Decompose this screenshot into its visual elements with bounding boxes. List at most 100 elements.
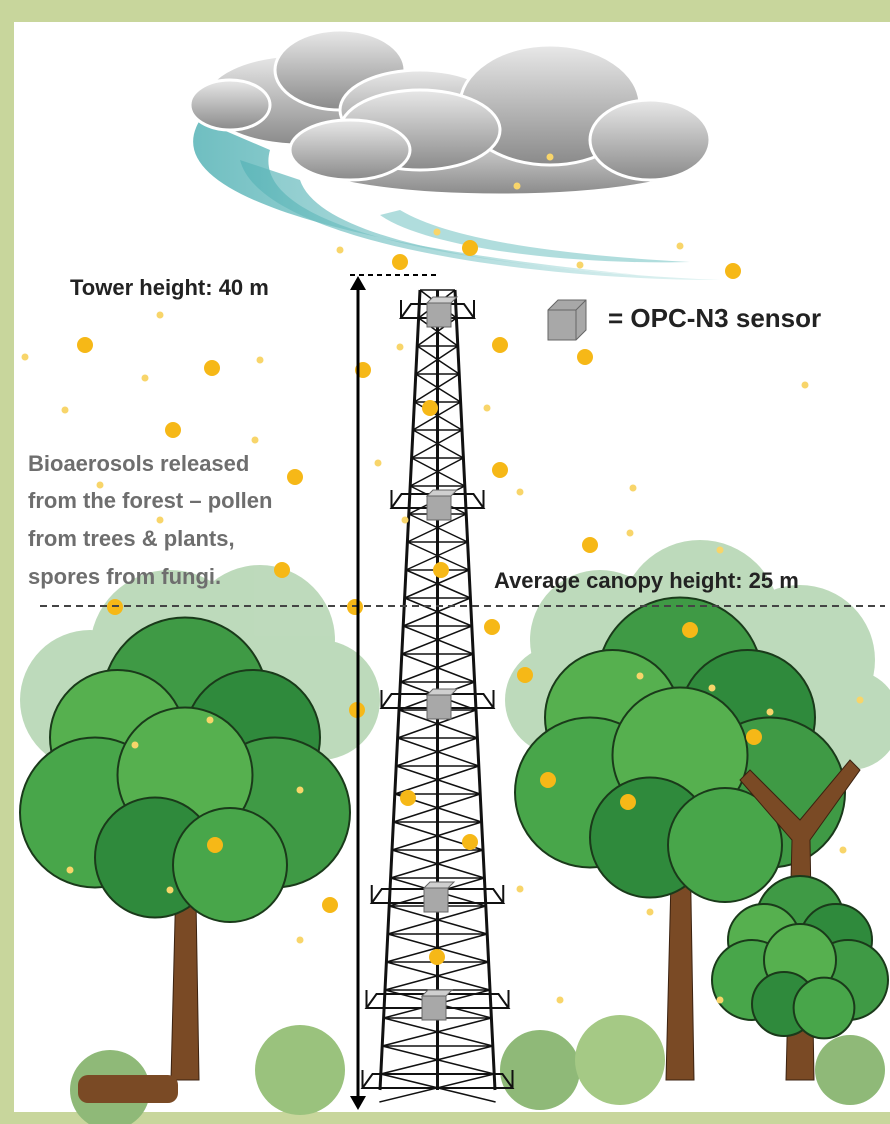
pollen xyxy=(856,696,864,704)
shrub xyxy=(255,1025,345,1115)
pollen xyxy=(513,182,521,190)
pollen xyxy=(708,684,716,692)
tower-brace xyxy=(411,429,464,459)
wind-swooshes xyxy=(193,120,720,280)
pollen xyxy=(166,886,174,894)
platform xyxy=(369,885,506,904)
pollen xyxy=(716,996,724,1004)
tower-brace xyxy=(401,625,474,655)
pollen xyxy=(676,242,684,250)
pollen xyxy=(492,337,508,353)
pollen xyxy=(336,246,344,254)
sensor-top xyxy=(425,489,459,497)
sensor-legend-label: = OPC-N3 sensor xyxy=(608,303,821,333)
tower-height-label: Tower height: 40 m xyxy=(70,275,269,300)
sensor xyxy=(426,495,452,521)
pollen xyxy=(296,786,304,794)
pollen xyxy=(716,546,724,554)
pollen xyxy=(801,381,809,389)
pollen xyxy=(540,772,556,788)
pollen xyxy=(766,708,774,716)
pollen xyxy=(207,837,223,853)
pollen xyxy=(516,488,524,496)
platform xyxy=(364,990,511,1009)
pollen xyxy=(21,353,29,361)
tree-foliage xyxy=(667,787,783,903)
bioaerosol-text: from the forest – pollen xyxy=(28,488,272,513)
pollen xyxy=(66,866,74,874)
shrub xyxy=(500,1030,580,1110)
pollen xyxy=(433,228,441,236)
pollen xyxy=(646,908,654,916)
pollen xyxy=(287,469,303,485)
pollen xyxy=(141,374,149,382)
pollen xyxy=(725,263,741,279)
pollen xyxy=(396,343,404,351)
pollen xyxy=(682,622,698,638)
pollen xyxy=(746,729,762,745)
tree-foliage xyxy=(792,976,856,1040)
pollen xyxy=(61,406,69,414)
pollen xyxy=(206,716,214,724)
tower-brace xyxy=(400,653,475,683)
shrub xyxy=(575,1015,665,1105)
tower-brace xyxy=(415,345,460,375)
sensor xyxy=(423,887,449,913)
sensor-top xyxy=(422,881,456,889)
sensor-top xyxy=(425,688,459,696)
pollen xyxy=(462,240,478,256)
pollen xyxy=(96,481,104,489)
shrub xyxy=(815,1035,885,1105)
pollen xyxy=(582,537,598,553)
pollen xyxy=(156,311,164,319)
pollen xyxy=(400,790,416,806)
pollen xyxy=(77,337,93,353)
pollen xyxy=(296,936,304,944)
tower-brace xyxy=(394,765,481,795)
tower-brace xyxy=(405,541,470,571)
sensors xyxy=(420,296,459,1021)
pollen xyxy=(517,667,533,683)
tree-foliage xyxy=(172,807,288,923)
tower-brace xyxy=(386,933,489,963)
tower-brace xyxy=(409,457,466,487)
pollen xyxy=(620,794,636,810)
tower-brace xyxy=(390,849,485,879)
log xyxy=(78,1075,178,1103)
pollen xyxy=(433,562,449,578)
pollen xyxy=(462,834,478,850)
tower-brace xyxy=(402,597,473,627)
platform xyxy=(379,690,496,709)
pollen xyxy=(422,400,438,416)
clouds xyxy=(188,28,712,197)
sensor-top xyxy=(425,296,459,304)
pollen xyxy=(374,459,382,467)
pollen xyxy=(492,462,508,478)
sensor-legend-icon xyxy=(547,299,587,341)
pollen xyxy=(156,516,164,524)
pollen xyxy=(516,885,524,893)
pollen xyxy=(274,562,290,578)
pollen xyxy=(165,422,181,438)
pollen xyxy=(626,529,634,537)
pollen xyxy=(256,356,264,364)
tower-brace xyxy=(395,737,480,767)
tower-brace xyxy=(414,373,461,403)
bioaerosol-text: from trees & plants, xyxy=(28,526,235,551)
platform xyxy=(360,1070,515,1089)
pollen xyxy=(322,897,338,913)
pollen xyxy=(577,349,593,365)
pollen-particles xyxy=(21,153,864,1004)
sensor xyxy=(426,694,452,720)
pollen xyxy=(251,436,259,444)
pollen xyxy=(204,360,220,376)
pollen xyxy=(483,404,491,412)
pollen xyxy=(484,619,500,635)
pollen xyxy=(556,996,564,1004)
sensor xyxy=(421,995,447,1021)
platform xyxy=(389,490,486,509)
pollen xyxy=(429,949,445,965)
pollen xyxy=(546,153,554,161)
pollen xyxy=(636,672,644,680)
